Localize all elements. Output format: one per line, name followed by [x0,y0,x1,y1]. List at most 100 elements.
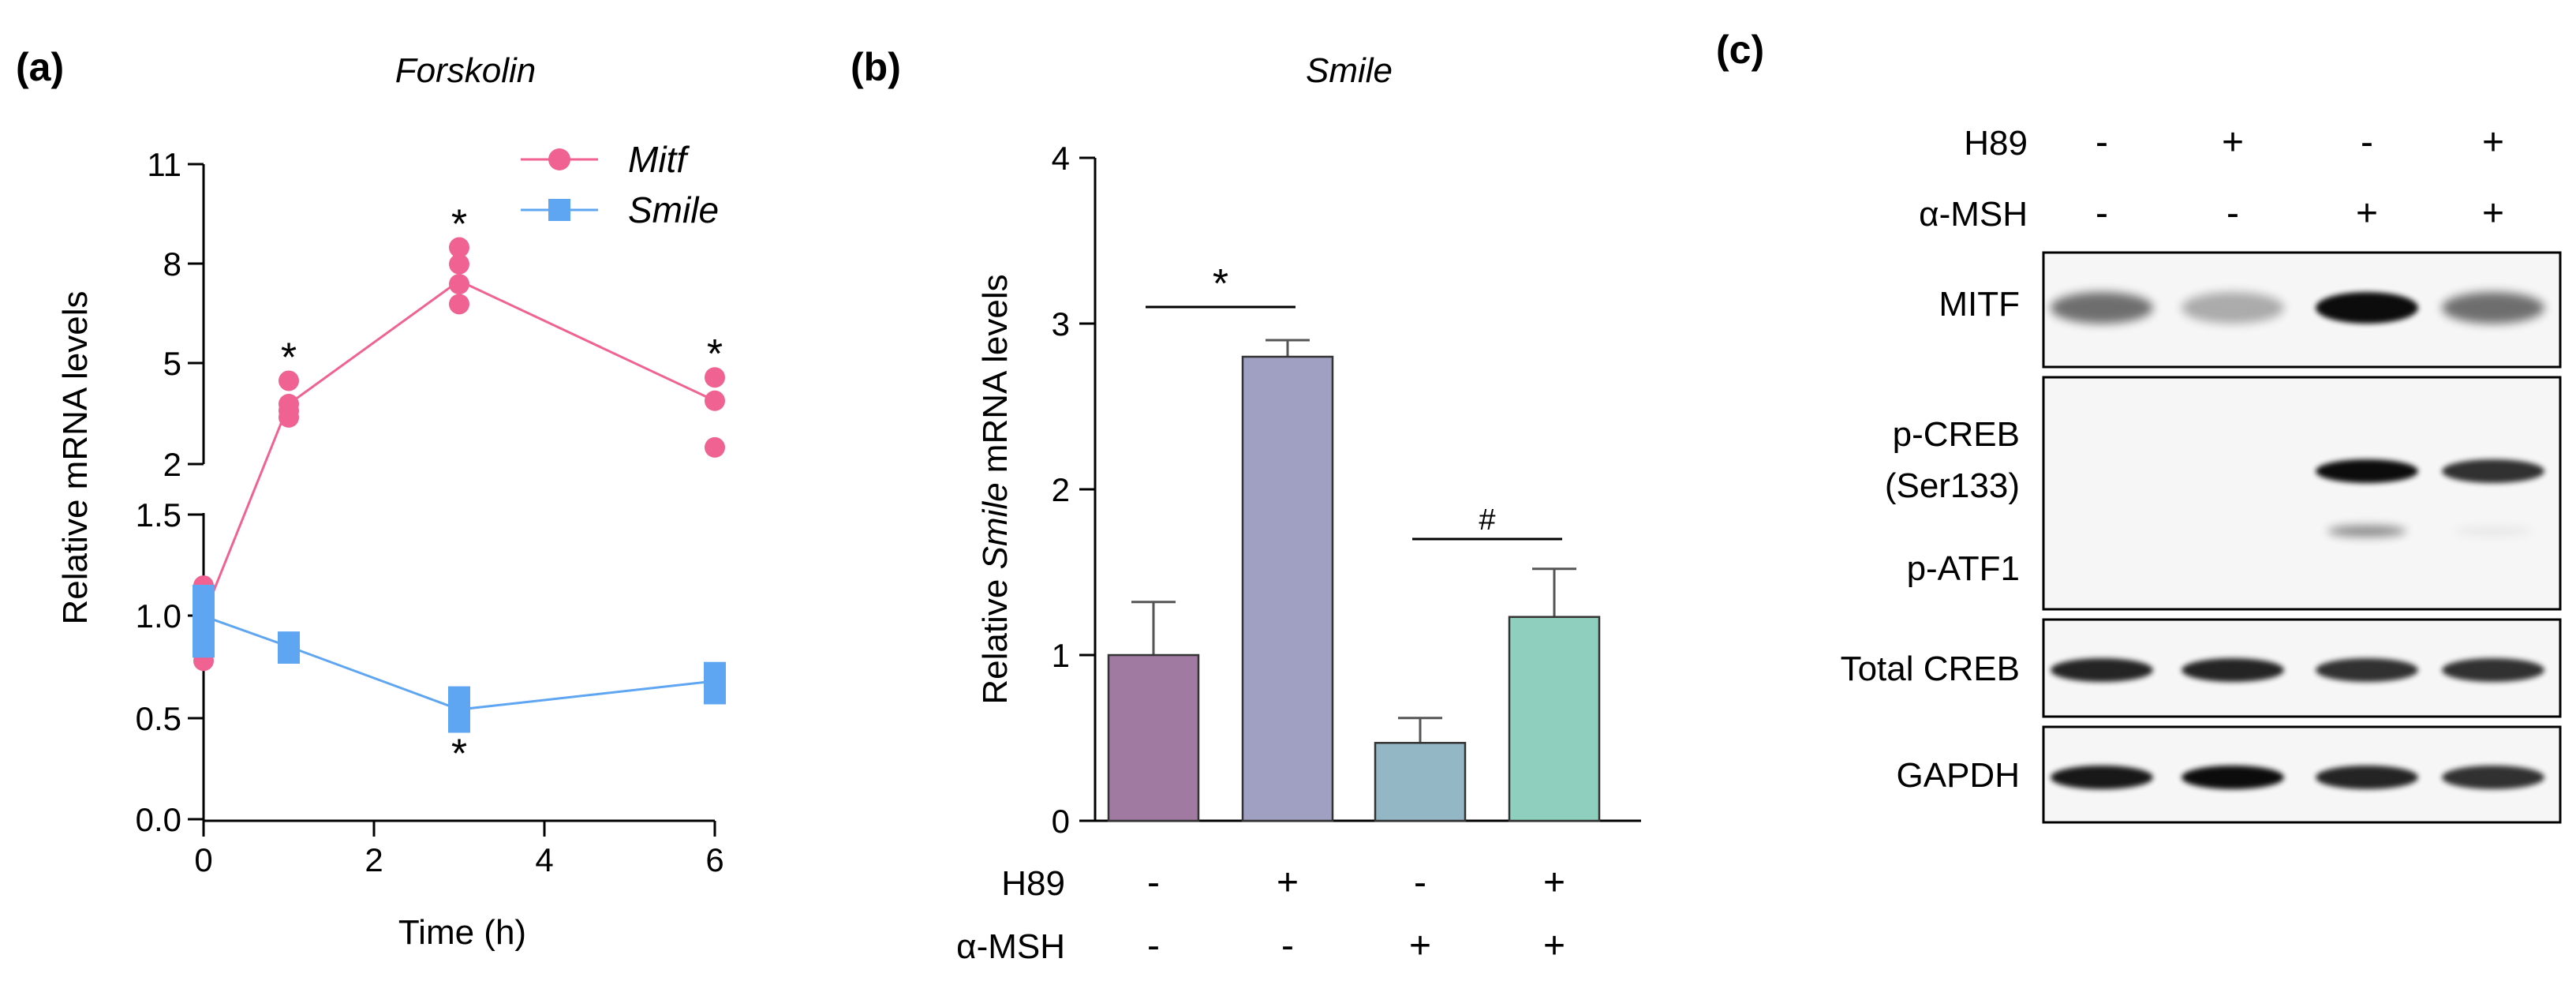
panel-b-chart: Smile Relative Smile mRNA levels 0 1 2 3 4 *… [956,51,1641,967]
panel-a-y-tick-3: 1.5 [136,496,204,534]
series-line-mitf [202,279,716,617]
data-point-smile [193,584,215,607]
panel-a-y-tick-4: 2 [163,446,204,483]
blot-treatment-sign: - [2361,122,2373,163]
panel-b-y-tick-label: 2 [1052,471,1070,508]
treatment-label: H89 [1001,864,1065,903]
legend-item-mitf: Mitf [521,139,690,180]
panel-b-ylabel-prefix: Relative [976,569,1015,704]
significance-mark: * [707,331,723,377]
panel-a-x-tick-label: 0 [194,841,212,878]
data-point-smile [704,661,726,684]
bar [1107,653,1200,822]
panel-b-significance: *# [1146,261,1562,541]
panel-a-y-tick-label: 5 [163,345,181,382]
data-point-mitf [705,390,725,411]
blot-band [2442,766,2544,789]
panel-b-bars [1107,339,1601,822]
blot-treatment-sign: - [2096,122,2108,163]
panel-a-x-tick-1: 2 [365,821,383,878]
panel-label-c: (c) [1716,28,1764,72]
panel-b-y-tick-label: 3 [1052,305,1070,343]
panel-a-y-tick-6: 8 [163,245,204,283]
legend-label-smile: Smile [628,189,719,230]
panel-b-ylabel-italic: Smile [976,482,1015,569]
panel-a-y-tick-5: 5 [163,345,204,382]
treatment-label: α-MSH [956,927,1065,966]
blot-treatment-label: H89 [1964,124,2028,163]
panel-b-ylabel-suffix: mRNA levels [976,274,1015,482]
panel-a-y-tick-label: 1.5 [136,496,181,534]
treatment-sign: + [1543,925,1565,967]
blot-band [2182,292,2284,324]
panel-b-y-ticks: 0 1 2 3 4 [1052,140,1095,840]
panel-a-y-tick-label: 1.0 [136,597,181,635]
data-point-smile [448,686,470,709]
panel-label-a: (a) [16,45,64,89]
panel-a-series-lines [202,279,716,711]
blot-band [2316,292,2418,324]
significance-mark: # [1479,504,1495,537]
series-line-smile [203,615,716,711]
panel-a-annotations: * * * * [281,202,723,777]
data-point-mitf [449,274,469,294]
blot-band [2442,459,2544,483]
blot-treatment-sign: + [2482,193,2504,234]
data-point-smile [278,631,300,654]
panel-a-y-tick-label: 0.0 [136,801,181,838]
panel-a-y-tick-label: 8 [163,245,181,283]
panel-a-legend: Mitf Smile [521,139,719,230]
blot-band [2051,658,2153,682]
treatment-sign: + [1409,925,1431,967]
blot-band [2316,766,2418,789]
panel-c-treatment-table: H89 - + - + α-MSH - - + + [1919,122,2504,234]
bar [1374,742,1467,822]
data-point-mitf [449,237,469,258]
panel-b-treatment-table: H89 - + - + α-MSH - - + + [956,862,1565,967]
blot-band [2051,766,2153,789]
panel-a-y-tick-label: 2 [163,446,181,483]
panel-a-y-tick-label: 11 [147,146,181,183]
data-point-mitf [279,370,299,391]
data-point-smile [193,635,215,658]
panel-a-x-tick-label: 6 [705,841,723,878]
data-point-mitf [449,294,469,315]
significance-mark: * [1213,261,1228,307]
panel-b-y-tick-label: 0 [1052,803,1070,840]
blot-band-label: MITF [1939,285,2020,324]
blot-band-label: Total CREB [1841,650,2020,688]
treatment-sign: - [1147,862,1160,904]
panel-b-y-tick-label: 1 [1052,637,1070,674]
blot-band-label: p-CREB [1893,415,2020,454]
panel-b-ylabel: Relative Smile mRNA levels [976,274,1015,704]
blot-band [2454,526,2533,537]
blot-treatment-sign: + [2482,122,2504,163]
blot-membrane [2042,376,2562,611]
panel-a-points [193,237,726,733]
blot-band [2327,526,2406,537]
data-point-mitf [279,394,299,414]
blot-band-label: p-ATF1 [1907,549,2020,588]
treatment-sign: - [1147,925,1160,967]
bar [1241,355,1334,822]
blot-treatment-label: α-MSH [1919,195,2028,234]
data-point-smile [193,615,215,638]
panel-b-title: Smile [1306,51,1393,90]
blot-band [2182,766,2284,789]
blot-band [2051,292,2153,324]
panel-a-y-tick-1: 0.5 [136,700,204,737]
panel-a-x-tick-2: 4 [535,821,554,878]
data-point-mitf [705,436,725,458]
panel-a-chart: Forskolin Relative mRNA levels Time (h) … [56,51,726,952]
data-point-smile [704,682,726,705]
legend-label-mitf: Mitf [628,139,690,180]
panel-a-y-tick-label: 0.5 [136,700,181,737]
panel-a-ylabel: Relative mRNA levels [56,290,95,624]
blot-band [2316,459,2418,483]
blot-treatment-sign: - [2096,193,2108,234]
significance-mark: * [451,731,467,777]
treatment-sign: - [1414,862,1426,904]
significance-mark: * [451,202,467,248]
legend-item-smile: Smile [521,189,719,230]
